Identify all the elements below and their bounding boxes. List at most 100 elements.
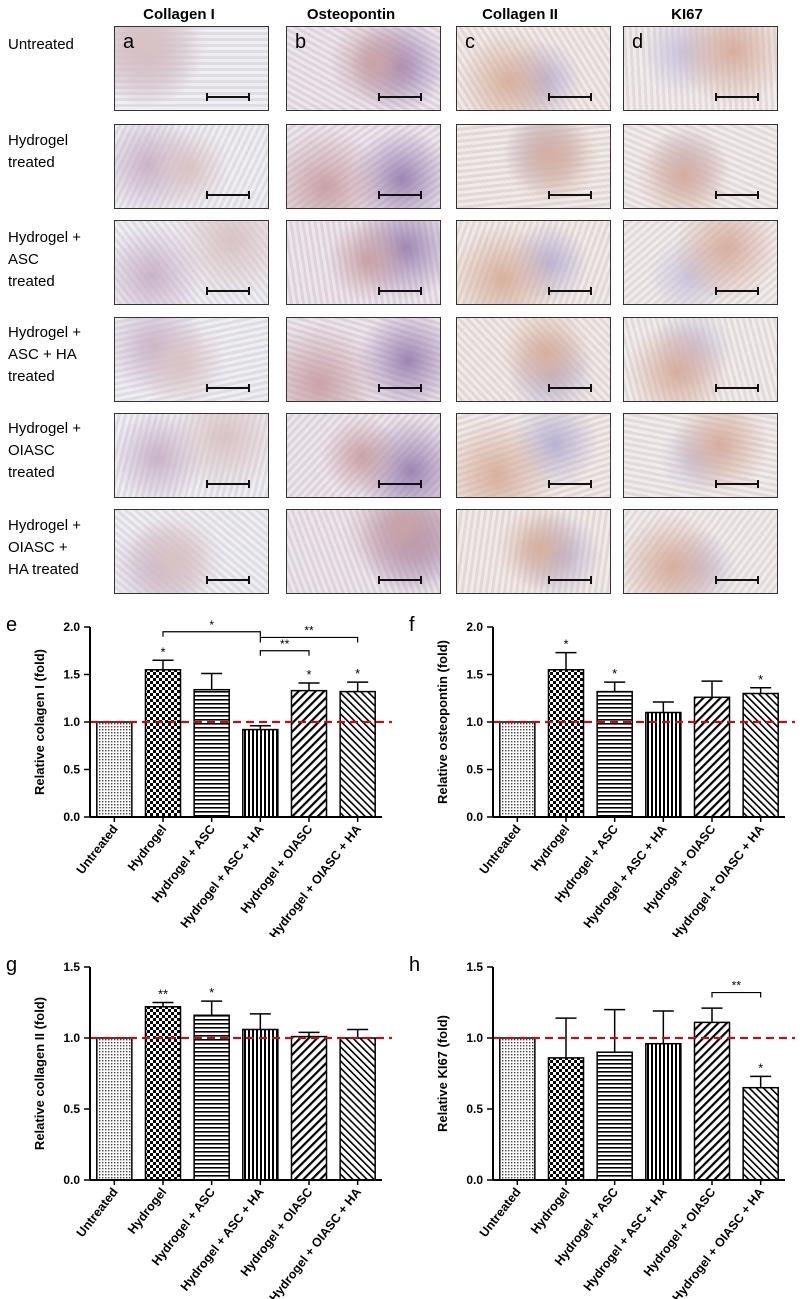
panel-letter: d xyxy=(632,31,644,53)
x-tick-label: Hydrogel + OIASC + HA xyxy=(670,1185,767,1299)
bar xyxy=(290,689,328,818)
scale-bar xyxy=(378,93,422,101)
panel-letter: b xyxy=(295,31,307,53)
column-header-collagen-ii: Collagen II xyxy=(482,6,558,23)
row-label-untreated: Untreated xyxy=(8,36,74,53)
panel-letter: g xyxy=(6,955,17,976)
significance-marker: * xyxy=(160,644,165,659)
significance-marker: * xyxy=(758,672,763,687)
scale-bar xyxy=(715,191,759,199)
y-tick-label: 1.5 xyxy=(63,668,80,682)
scale-bar xyxy=(548,576,592,584)
scale-bar xyxy=(378,384,422,392)
y-tick-label: 0.5 xyxy=(466,1102,483,1116)
micrograph-tile: d xyxy=(623,26,778,111)
bar xyxy=(290,1035,328,1181)
scale-bar xyxy=(715,287,759,295)
significance-marker: * xyxy=(209,985,214,1000)
panel-letter: e xyxy=(6,615,17,636)
micrograph-tile xyxy=(114,220,269,305)
micrograph-tile xyxy=(623,509,778,594)
bracket-label: ** xyxy=(304,623,314,637)
significance-bracket xyxy=(259,636,359,643)
bar xyxy=(742,1086,779,1181)
scale-bar xyxy=(206,287,250,295)
bar xyxy=(339,690,376,818)
y-tick-label: 2.0 xyxy=(466,620,483,634)
bar xyxy=(96,721,133,818)
scale-bar xyxy=(206,384,250,392)
y-tick-label: 1.0 xyxy=(63,715,80,729)
y-tick-label: 1.5 xyxy=(466,960,483,974)
micrograph-tile xyxy=(286,124,441,209)
x-tick-label: Hydrogel + OIASC + HA xyxy=(267,822,364,937)
micrograph-tile: c xyxy=(456,26,611,111)
significance-marker: * xyxy=(563,637,568,652)
bar xyxy=(499,721,536,818)
scale-bar xyxy=(548,287,592,295)
micrograph-tile xyxy=(456,124,611,209)
scale-bar xyxy=(378,287,422,295)
x-tick-label: Hydrogel + ASC + HA xyxy=(178,822,267,930)
bar xyxy=(96,1037,133,1181)
micrograph-tile xyxy=(114,317,269,402)
x-tick-label: Untreated xyxy=(477,822,524,877)
chart-f-osteopontin: f 0.0 0.5 1.0 1.5 2.0 Relative osteopontin (fo… xyxy=(409,615,795,937)
scale-bar xyxy=(206,480,250,488)
significance-marker: * xyxy=(758,1060,763,1075)
bar xyxy=(193,1014,230,1181)
bracket-label: ** xyxy=(732,979,742,993)
x-tick-label: Untreated xyxy=(74,822,121,877)
micrograph-tile xyxy=(456,413,611,498)
y-tick-label: 2.0 xyxy=(63,620,80,634)
scale-bar xyxy=(206,191,250,199)
panel-letter: a xyxy=(123,31,135,53)
bar xyxy=(645,1042,682,1181)
micrograph-tile xyxy=(456,317,611,402)
x-tick-label: Hydrogel xyxy=(528,822,572,873)
column-header-ki67: KI67 xyxy=(671,6,703,23)
y-tick-label: 1.0 xyxy=(63,1031,80,1045)
significance-bracket xyxy=(259,650,310,656)
chart-e-collagen-i: e 0.0 0.5 1.0 1.5 2.0 Relative colagen I (fold… xyxy=(6,615,392,937)
significance-bracket xyxy=(711,991,762,998)
bracket-label: ** xyxy=(280,637,290,651)
bracket-label: * xyxy=(209,618,214,632)
bar xyxy=(596,1051,633,1181)
significance-marker: ** xyxy=(158,987,168,1002)
y-axis-label: Relative KI67 (fold) xyxy=(435,1015,450,1132)
x-tick-label: Hydrogel xyxy=(125,1185,169,1236)
scale-bar xyxy=(548,480,592,488)
y-tick-label: 0.5 xyxy=(63,1102,80,1116)
y-tick-label: 1.0 xyxy=(466,715,483,729)
y-tick-label: 0.5 xyxy=(63,763,80,777)
column-header-osteopontin: Osteopontin xyxy=(306,6,396,23)
bar xyxy=(693,696,731,818)
panel-letter: f xyxy=(409,615,415,636)
bar xyxy=(547,1057,585,1181)
scale-bar xyxy=(548,93,592,101)
y-tick-label: 0.0 xyxy=(63,1173,80,1187)
micrograph-tile: b xyxy=(286,26,441,111)
micrograph-tile xyxy=(286,220,441,305)
x-tick-label: Hydrogel + ASC + HA xyxy=(581,1185,670,1293)
scale-bar xyxy=(548,384,592,392)
scale-bar xyxy=(715,384,759,392)
bar xyxy=(499,1037,536,1181)
significance-marker: * xyxy=(355,666,360,681)
x-tick-label: Untreated xyxy=(74,1185,121,1240)
y-tick-label: 0.0 xyxy=(466,1173,483,1187)
row-label-hydrogel-oiasc: Hydrogel + OIASC treated xyxy=(8,420,81,481)
micrograph-tile xyxy=(623,124,778,209)
scale-bar xyxy=(378,191,422,199)
micrograph-tile xyxy=(286,413,441,498)
x-tick-label: Hydrogel + ASC + HA xyxy=(178,1185,267,1293)
row-label-hydrogel: Hydrogel treated xyxy=(8,132,69,171)
micrograph-tile xyxy=(114,124,269,209)
y-tick-label: 0.0 xyxy=(466,810,483,824)
bar xyxy=(339,1037,376,1181)
bar xyxy=(242,1028,279,1181)
scale-bar xyxy=(715,93,759,101)
scale-bar xyxy=(206,576,250,584)
